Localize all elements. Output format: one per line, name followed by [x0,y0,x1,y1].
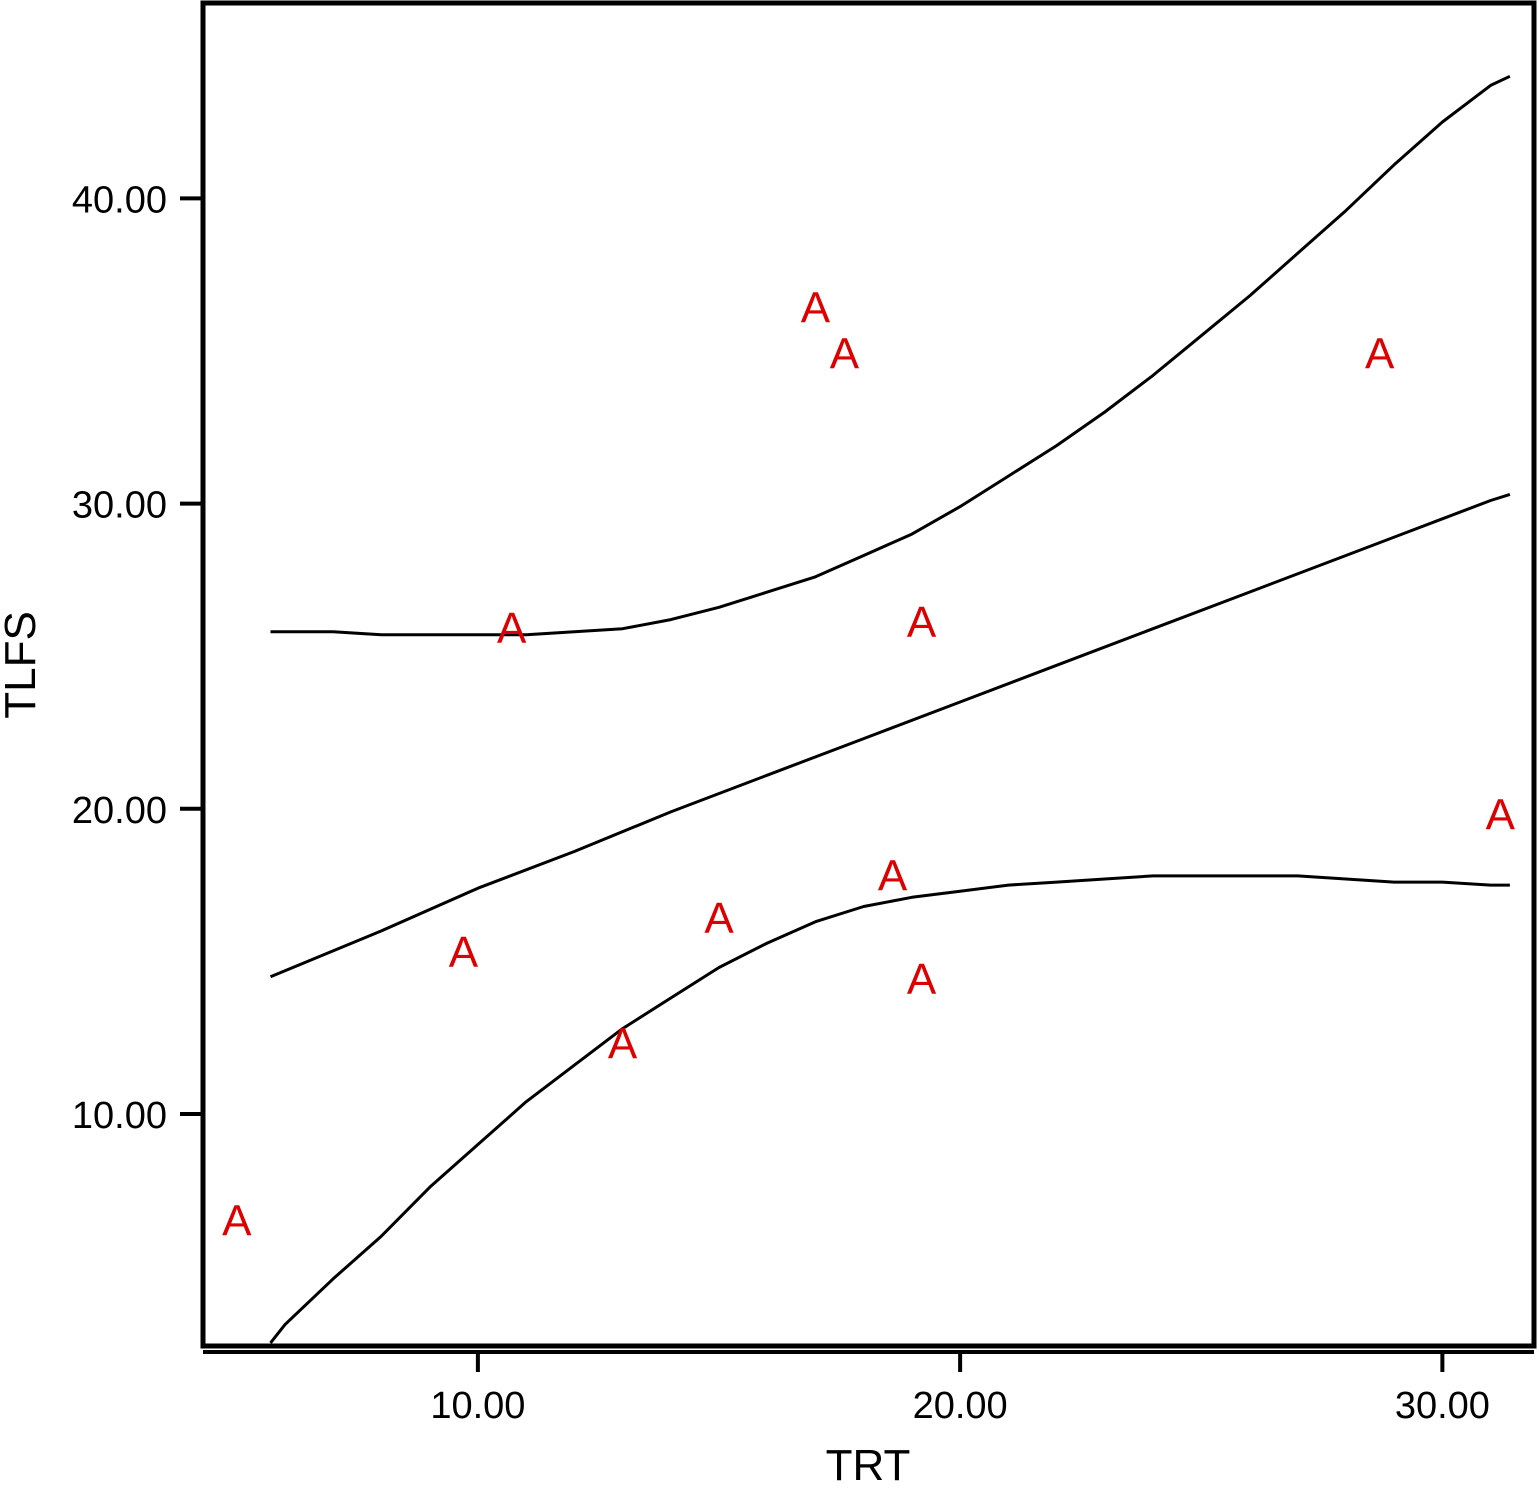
regression-line [269,492,1511,979]
y-tick-label-0: 10.00 [72,1095,167,1137]
regression-lines [269,74,1511,1344]
data-point-6: A [830,330,860,379]
data-point-8: A [907,598,937,647]
plot-frame [200,0,1537,1349]
y-tick-label-3: 40.00 [72,179,167,221]
lower-confidence-band [269,874,1510,1344]
data-point-11: A [1486,790,1516,839]
y-tick-label-2: 30.00 [72,485,167,527]
upper-confidence-band [270,74,1511,637]
x-tick-label-2: 30.00 [1395,1385,1490,1427]
data-point-10: A [1365,330,1395,379]
data-point-0: A [222,1196,252,1245]
data-point-5: A [801,284,831,333]
data-point-7: A [878,851,908,900]
data-point-9: A [907,955,937,1004]
y-axis-title: TLFS [0,611,45,719]
data-point-3: A [608,1019,638,1068]
x-axis-ticks: 10.00 20.00 30.00 [430,1352,1490,1427]
x-tick-label-0: 10.00 [430,1385,525,1427]
x-axis-title: TRT [826,1441,911,1490]
data-point-4: A [704,894,734,943]
data-point-2: A [497,604,527,653]
y-tick-label-1: 20.00 [72,790,167,832]
x-tick-label-1: 20.00 [913,1385,1008,1427]
y-axis-ticks: 10.00 20.00 30.00 40.00 [72,179,203,1137]
data-point-1: A [449,928,479,977]
